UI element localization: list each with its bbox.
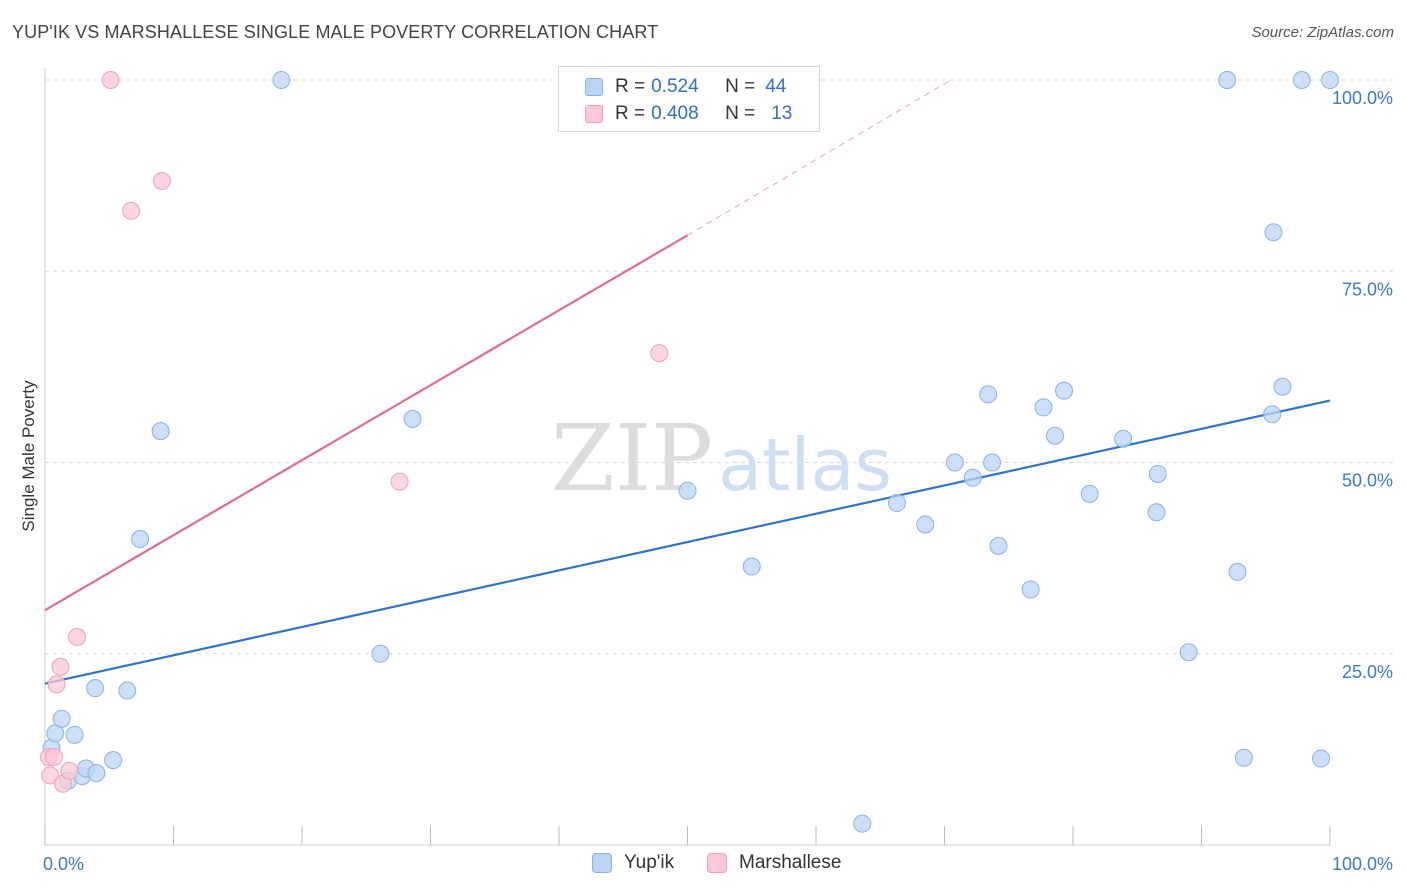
point-yupik — [104, 751, 123, 770]
watermark-atlas: atlas — [718, 423, 892, 507]
point-yupik — [371, 644, 390, 663]
point-yupik — [1147, 503, 1166, 522]
legend-r-value: 0.524 — [651, 76, 699, 97]
point-marshallese — [60, 761, 79, 780]
series-legend: Yup'ik Marshallese — [0, 852, 1406, 876]
point-yupik — [52, 709, 71, 728]
tick-labels: 25.0% 50.0% 75.0% 100.0% 0.0% 100.0% — [43, 88, 1393, 874]
point-yupik — [1321, 71, 1339, 89]
series-legend-label: Marshallese — [739, 852, 842, 873]
point-yupik — [1179, 643, 1198, 662]
point-yupik — [979, 385, 998, 404]
correlation-legend: R = 0.524 N = 44 R = 0.408 N = 13 — [558, 66, 820, 132]
point-yupik — [945, 453, 964, 472]
legend-swatch-yupik — [585, 78, 603, 96]
point-marshallese — [47, 675, 66, 694]
x-tick-label: 0.0% — [43, 854, 84, 874]
point-yupik — [1234, 748, 1253, 767]
point-marshallese — [44, 748, 63, 767]
point-yupik — [1021, 580, 1040, 599]
series-legend-marshallese[interactable]: Marshallese — [707, 852, 841, 874]
point-yupik — [1114, 429, 1133, 448]
series-swatch-yupik — [592, 853, 612, 873]
point-yupik — [151, 422, 170, 441]
point-yupik — [1263, 405, 1282, 424]
point-yupik — [1228, 562, 1247, 581]
y-tick-label: 75.0% — [1342, 279, 1393, 299]
series-legend-yupik[interactable]: Yup'ik — [592, 852, 674, 874]
legend-n-label: N = — [725, 76, 756, 97]
data-points — [39, 71, 1339, 833]
point-yupik — [1264, 223, 1283, 242]
point-yupik — [1312, 749, 1331, 768]
point-yupik — [916, 515, 935, 534]
point-yupik — [678, 481, 697, 500]
legend-r-label: R = — [615, 76, 646, 97]
trend-line-marshallese — [44, 234, 689, 612]
legend-r-label: R = — [615, 103, 646, 124]
point-yupik — [65, 725, 84, 744]
point-marshallese — [122, 201, 141, 220]
point-marshallese — [390, 472, 409, 491]
point-yupik — [742, 557, 761, 576]
axes — [44, 68, 1331, 846]
point-yupik — [1148, 464, 1167, 483]
point-yupik — [87, 764, 106, 783]
legend-row-yupik: R = 0.524 N = 44 — [585, 75, 786, 99]
point-yupik — [1034, 398, 1053, 417]
source-credit: Source: ZipAtlas.com — [1251, 24, 1394, 41]
trend-line-yupik — [44, 399, 1331, 685]
point-marshallese — [41, 766, 60, 785]
point-yupik — [86, 679, 105, 698]
x-tick-label: 100.0% — [1332, 854, 1393, 874]
point-yupik — [853, 814, 872, 833]
trend-line-marshallese-extension — [687, 79, 952, 236]
legend-swatch-marshallese — [585, 105, 603, 123]
point-yupik — [1273, 377, 1292, 396]
point-yupik — [1080, 484, 1099, 503]
legend-r-value: 0.408 — [651, 103, 699, 124]
point-yupik — [272, 71, 291, 89]
trend-lines — [44, 79, 1331, 685]
point-yupik — [983, 453, 1002, 472]
point-marshallese — [650, 344, 669, 363]
point-yupik — [1218, 71, 1237, 89]
point-yupik — [131, 530, 150, 548]
y-tick-label: 100.0% — [1332, 88, 1393, 108]
y-tick-label: 25.0% — [1342, 662, 1393, 682]
chart-title: YUP'IK VS MARSHALLESE SINGLE MALE POVERT… — [12, 22, 659, 42]
legend-n-value: 13 — [771, 103, 793, 124]
y-axis-label: Single Male Poverty — [19, 380, 38, 532]
legend-n-label: N = — [725, 103, 756, 124]
point-yupik — [989, 536, 1008, 555]
gridlines — [45, 79, 1395, 655]
point-yupik — [963, 468, 982, 487]
point-marshallese — [51, 657, 70, 676]
y-tick-label: 50.0% — [1342, 471, 1393, 491]
series-legend-label: Yup'ik — [624, 852, 675, 873]
point-marshallese — [101, 71, 120, 89]
point-marshallese — [68, 627, 87, 646]
point-yupik — [887, 494, 906, 513]
point-yupik — [118, 681, 137, 700]
point-marshallese — [152, 171, 171, 190]
point-yupik — [1292, 71, 1311, 89]
legend-n-value: 44 — [765, 76, 787, 97]
point-yupik — [403, 409, 422, 428]
watermark: ZIP atlas — [551, 405, 892, 512]
point-yupik — [1055, 381, 1074, 400]
series-swatch-marshallese — [707, 853, 727, 873]
legend-row-marshallese: R = 0.408 N = 13 — [585, 102, 792, 126]
point-yupik — [1046, 426, 1065, 445]
